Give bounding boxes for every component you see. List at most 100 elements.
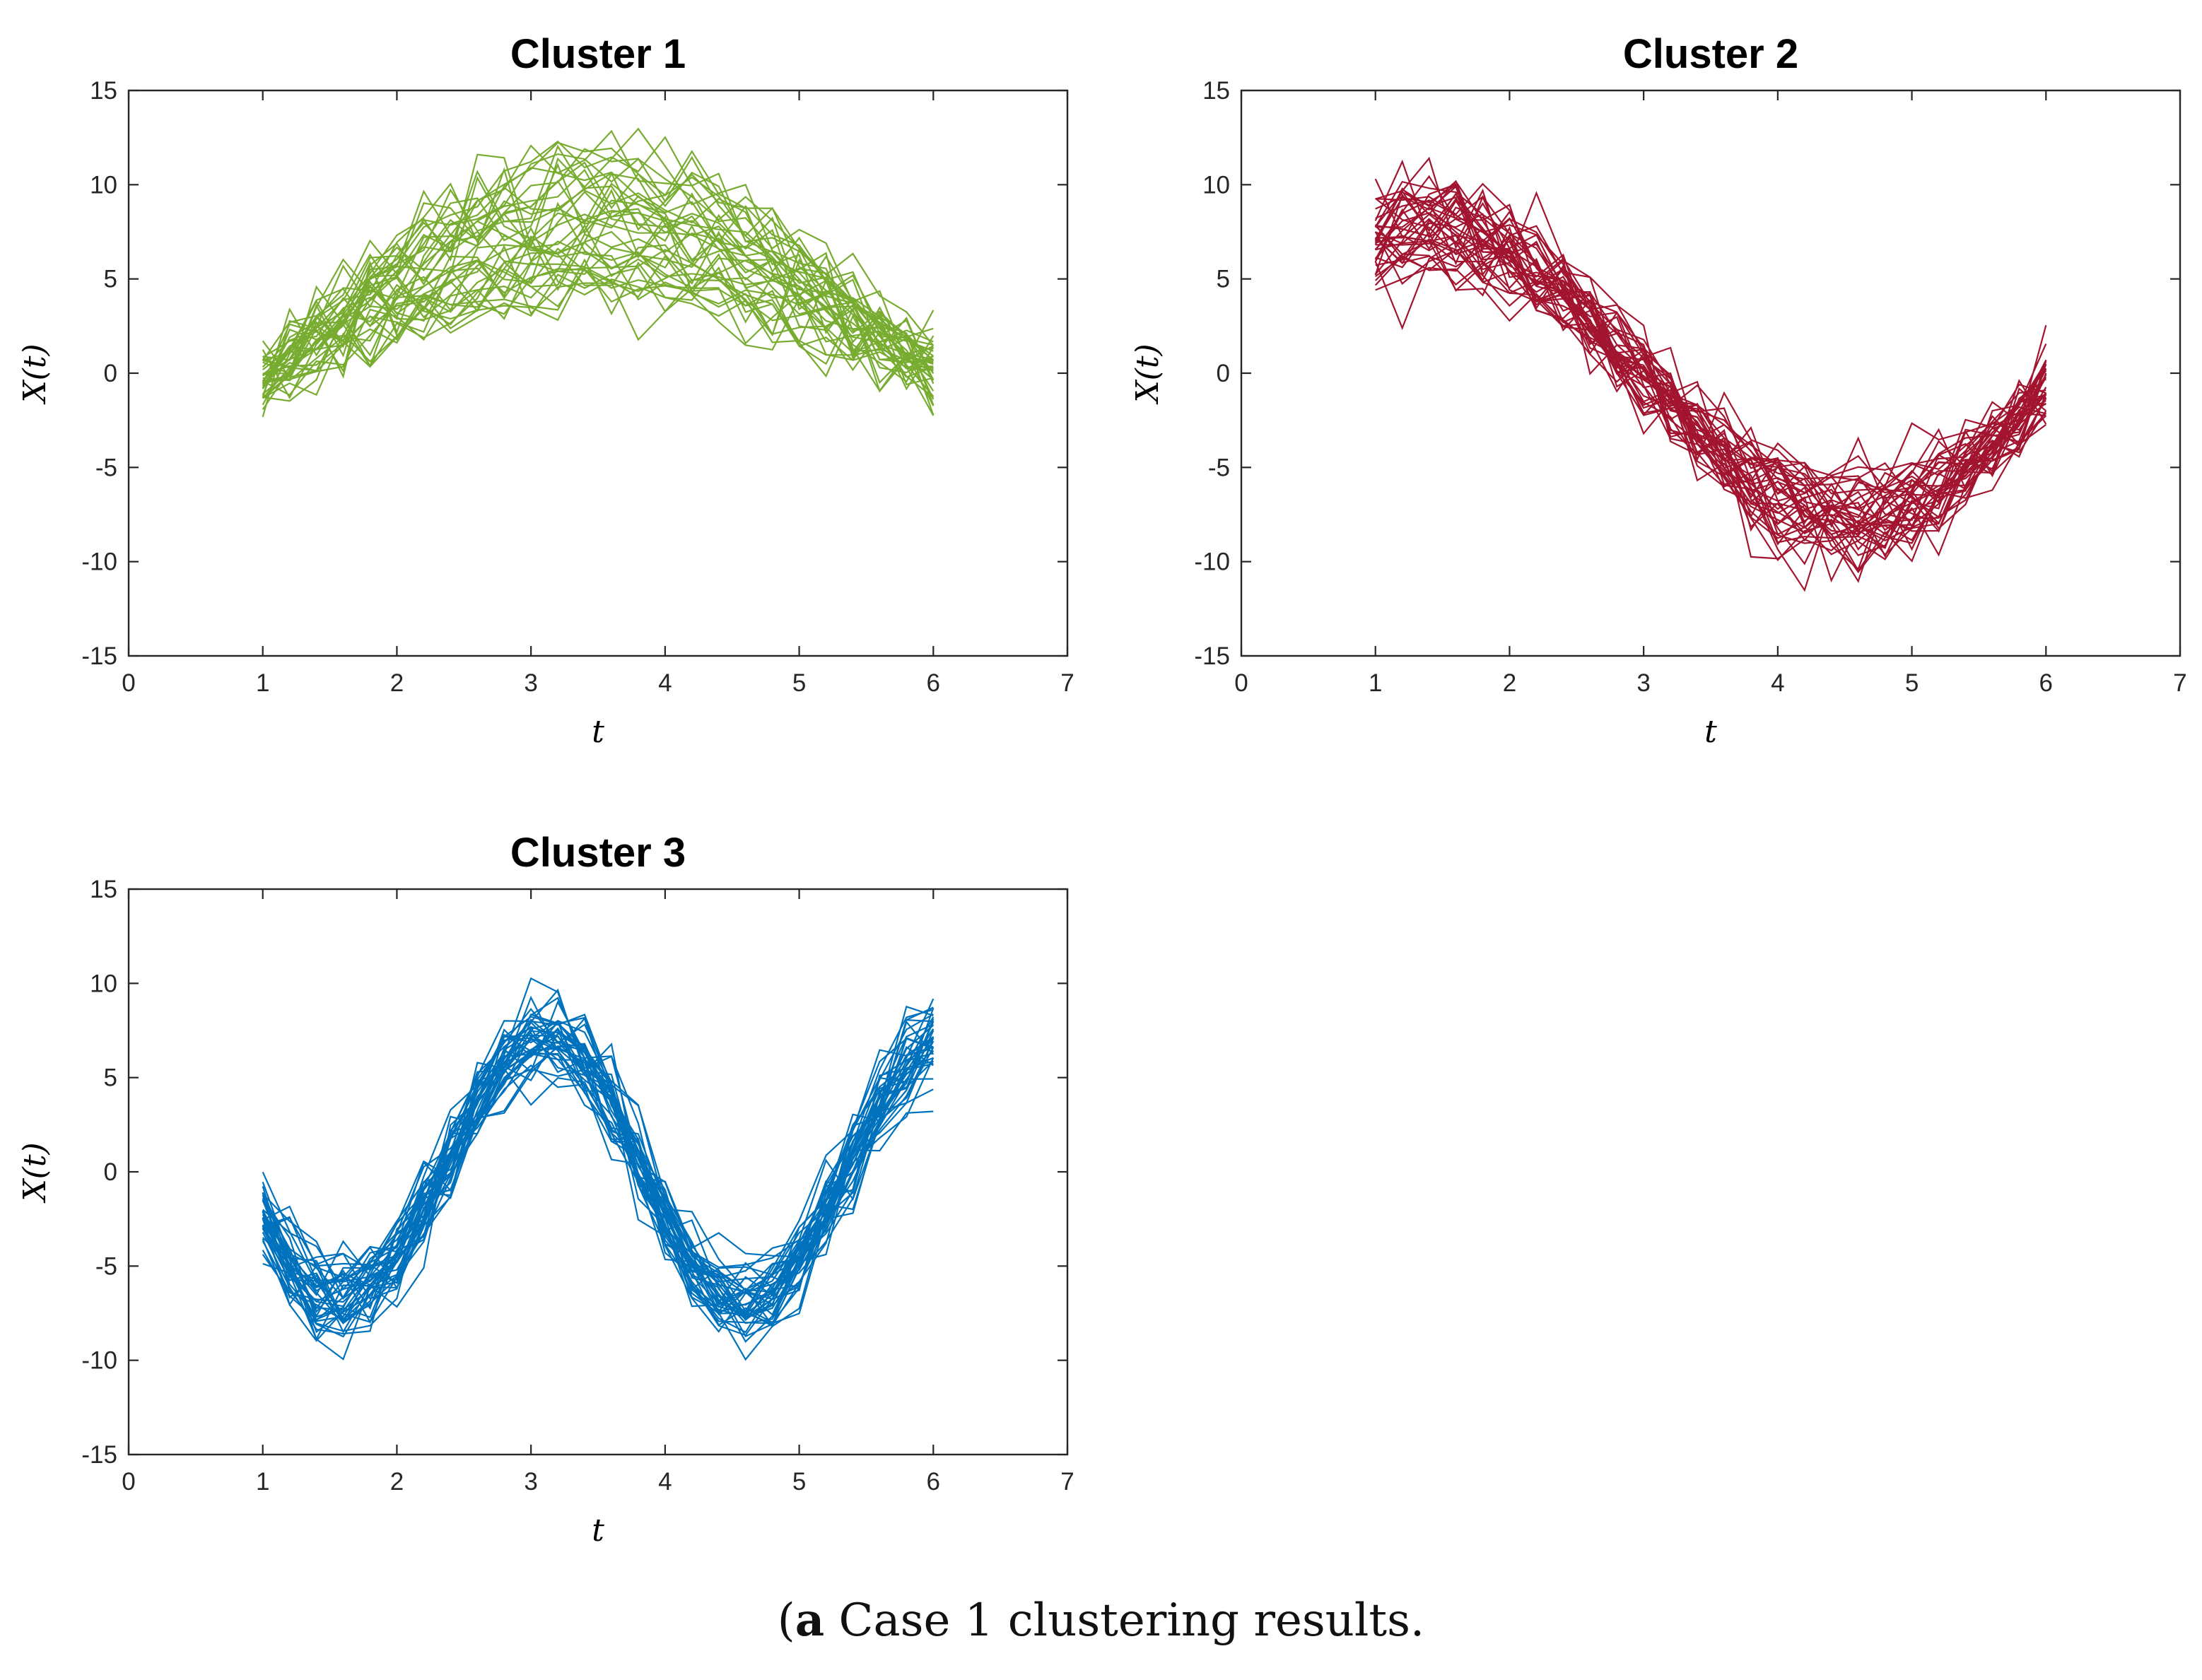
x-tick-label: 2 [1503,669,1516,697]
x-tick-label: 7 [1060,669,1074,697]
series-curve [1375,238,2046,495]
series-curve [262,1009,934,1324]
cluster-1-curves [262,127,935,418]
y-tick-label: -15 [81,642,117,670]
cluster-1-axes-box [127,89,1069,657]
series-curve [1374,206,2046,510]
y-tick-label: 0 [1217,360,1230,387]
cluster-2-ylabel: X(t) [1130,343,1166,404]
series-curve [1375,240,2047,483]
y-tick-label: 0 [104,1158,117,1186]
x-tick-label: 3 [524,1468,537,1496]
x-tick-label: 7 [1060,1468,1074,1496]
series-curve [262,253,934,393]
cluster-2-ticks: 0 1 2 3 4 5 6 7 15 10 5 0 -5 -10 -15 [1194,77,2186,697]
series-curve [1374,188,2046,560]
y-tick-label: -5 [95,454,117,481]
series-curve [1375,197,2047,536]
x-tick-label: 1 [256,669,269,697]
y-tick-label: 0 [104,360,117,387]
series-curve [262,175,934,384]
y-tick-label: 15 [90,77,117,105]
series-curve [1375,225,2046,526]
series-curve [262,208,935,406]
series-curve [262,167,934,399]
cluster-1-ylabel: X(t) [17,343,53,404]
series-curve [262,1033,934,1342]
cluster-2-xlabel: t [1704,714,1717,750]
series-curve [1375,156,2047,536]
y-tick-label: -10 [81,548,117,576]
series-curve [262,1028,934,1300]
cluster-2-panel: Cluster 2 t X(t) 0 1 2 3 4 5 6 7 15 10 5 0 -5 -10 -15 [1130,31,2187,750]
x-tick-label: 5 [1905,669,1919,697]
y-tick-label: 5 [104,266,117,293]
y-tick-label: 10 [90,970,117,997]
x-tick-label: 4 [1771,669,1784,697]
figure-caption: (a Case 1 clustering results. [777,1594,1425,1647]
series-curve [262,1040,935,1279]
series-curve [262,1052,934,1291]
y-tick-label: -15 [1194,642,1230,670]
series-curve [262,161,935,384]
series-curve [262,266,934,399]
series-curve [262,258,934,379]
series-curve [262,233,934,399]
x-tick-label: 0 [1234,669,1248,697]
cluster-2-axes-box [1240,89,2181,657]
x-tick-label: 7 [2173,669,2186,697]
cluster-3-ticks: 0 1 2 3 4 5 6 7 15 10 5 0 -5 -10 -15 [81,876,1074,1496]
x-tick-label: 2 [390,669,404,697]
cluster-3-ylabel: X(t) [17,1142,53,1203]
y-tick-label: 15 [90,876,117,903]
cluster-2-curves [1374,156,2047,592]
x-tick-label: 5 [792,1468,806,1496]
series-curve [262,148,935,382]
y-tick-label: -10 [81,1347,117,1375]
x-tick-label: 0 [122,669,135,697]
series-curve [1374,206,2046,583]
series-curve [262,201,934,377]
series-curve [262,1034,934,1334]
x-tick-label: 0 [122,1468,135,1496]
series-curve [262,1035,934,1311]
series-curve [1374,240,2047,506]
y-tick-label: 10 [90,171,117,199]
y-tick-label: -5 [95,1252,117,1280]
series-curve [262,245,934,411]
series-curve [262,988,934,1320]
series-curve [262,254,934,370]
series-curve [262,1040,934,1322]
x-tick-label: 4 [658,1468,672,1496]
cluster-1-xlabel: t [592,714,604,750]
cluster-1-panel: Cluster 1 t X(t) 0 1 2 3 4 5 6 7 15 10 5 0 -5 -10 -15 [17,31,1074,750]
caption-letter: a [795,1594,825,1647]
series-curve [262,213,934,376]
y-tick-label: 5 [1217,266,1230,293]
x-tick-label: 6 [2039,669,2053,697]
cluster-1-title: Cluster 1 [510,31,686,77]
series-curve [262,247,935,391]
cluster-3-title: Cluster 3 [510,830,686,876]
series-curve [262,1046,935,1300]
series-curve [262,1038,934,1325]
x-tick-label: 5 [792,669,806,697]
cluster-2-title: Cluster 2 [1623,31,1798,77]
y-tick-label: -15 [81,1441,117,1469]
x-tick-label: 4 [658,669,672,697]
x-tick-label: 1 [256,1468,269,1496]
y-tick-label: -5 [1208,454,1230,481]
cluster-1-ticks: 0 1 2 3 4 5 6 7 15 10 5 0 -5 -10 -15 [81,77,1074,697]
y-tick-label: -10 [1194,548,1230,576]
y-tick-label: 15 [1202,77,1230,105]
series-curve [1374,225,2047,537]
x-tick-label: 2 [390,1468,404,1496]
y-tick-label: 10 [1202,171,1230,199]
series-curve [1374,192,2046,542]
y-tick-label: 5 [104,1064,117,1092]
x-tick-label: 3 [1636,669,1650,697]
series-curve [262,127,934,382]
series-curve [262,240,934,375]
series-curve [1375,182,2046,556]
x-tick-label: 6 [927,1468,940,1496]
